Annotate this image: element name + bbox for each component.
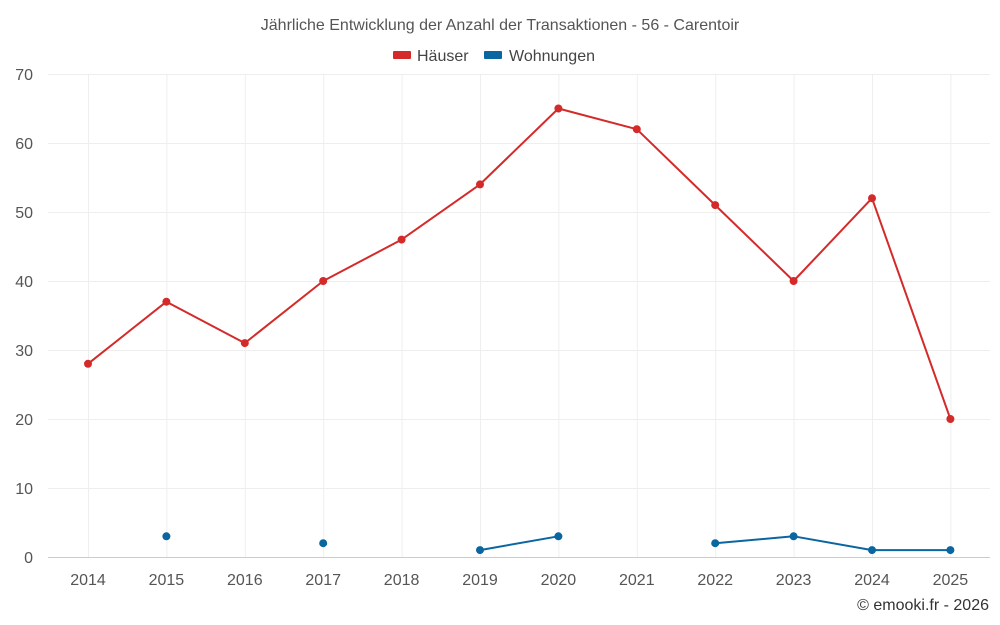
credit-text: © emooki.fr - 2026 [857, 597, 989, 614]
data-point[interactable] [868, 546, 876, 555]
data-point[interactable] [84, 359, 92, 368]
x-tick-label: 2014 [70, 572, 106, 589]
data-point[interactable] [476, 180, 484, 189]
series-line [87, 107, 952, 420]
x-tick-label: 2025 [933, 572, 969, 589]
y-tick-label: 30 [15, 343, 33, 360]
x-tick-label: 2023 [776, 572, 812, 589]
legend: Häuser Wohnungen [393, 48, 595, 65]
data-point[interactable] [946, 546, 955, 555]
data-point[interactable] [319, 277, 328, 285]
y-tick-label: 0 [24, 550, 33, 567]
data-point[interactable] [711, 539, 720, 548]
x-tick-label: 2019 [462, 572, 498, 589]
data-point[interactable] [162, 532, 171, 541]
x-tick-label: 2017 [305, 572, 341, 589]
data-point[interactable] [397, 235, 406, 244]
data-point[interactable] [946, 415, 955, 423]
x-tick-label: 2021 [619, 572, 655, 589]
series-1 [162, 532, 955, 555]
data-point[interactable] [632, 125, 641, 134]
series-0 [84, 104, 955, 423]
x-tick-label: 2020 [541, 572, 577, 589]
series-line [479, 535, 560, 552]
legend-item-wohnungen[interactable]: Wohnungen [484, 48, 595, 65]
y-tick-label: 20 [15, 412, 33, 429]
data-point[interactable] [554, 104, 563, 113]
x-axis: 2014 2015 2016 2017 2018 2019 2020 2021 2022 2023… [70, 572, 968, 589]
x-tick-label: 2022 [697, 572, 733, 589]
legend-swatch-wohnungen [484, 51, 502, 59]
x-tick-label: 2024 [854, 572, 890, 589]
data-point[interactable] [554, 532, 563, 541]
legend-swatch-haeuser [393, 51, 411, 59]
x-tick-label: 2018 [384, 572, 420, 589]
gridlines [48, 74, 990, 557]
y-axis: 0 10 20 30 40 50 60 70 [15, 67, 33, 567]
data-point[interactable] [711, 201, 720, 210]
y-tick-label: 10 [15, 481, 33, 498]
data-point[interactable] [789, 277, 798, 285]
y-tick-label: 40 [15, 274, 33, 291]
series-line [714, 535, 952, 552]
data-point[interactable] [476, 546, 484, 555]
legend-item-haeuser[interactable]: Häuser [393, 48, 469, 65]
data-point[interactable] [240, 339, 249, 348]
legend-label-haeuser: Häuser [417, 48, 469, 65]
legend-label-wohnungen: Wohnungen [509, 48, 595, 65]
x-tick-label: 2015 [149, 572, 185, 589]
data-point[interactable] [162, 297, 171, 306]
data-point[interactable] [868, 194, 876, 203]
chart-title: Jährliche Entwicklung der Anzahl der Tra… [261, 17, 740, 34]
data-point[interactable] [319, 539, 328, 548]
y-tick-label: 50 [15, 205, 33, 222]
y-tick-label: 70 [15, 67, 33, 84]
y-tick-label: 60 [15, 136, 33, 153]
data-point[interactable] [789, 532, 798, 541]
series-layer [84, 104, 955, 555]
x-tick-label: 2016 [227, 572, 263, 589]
